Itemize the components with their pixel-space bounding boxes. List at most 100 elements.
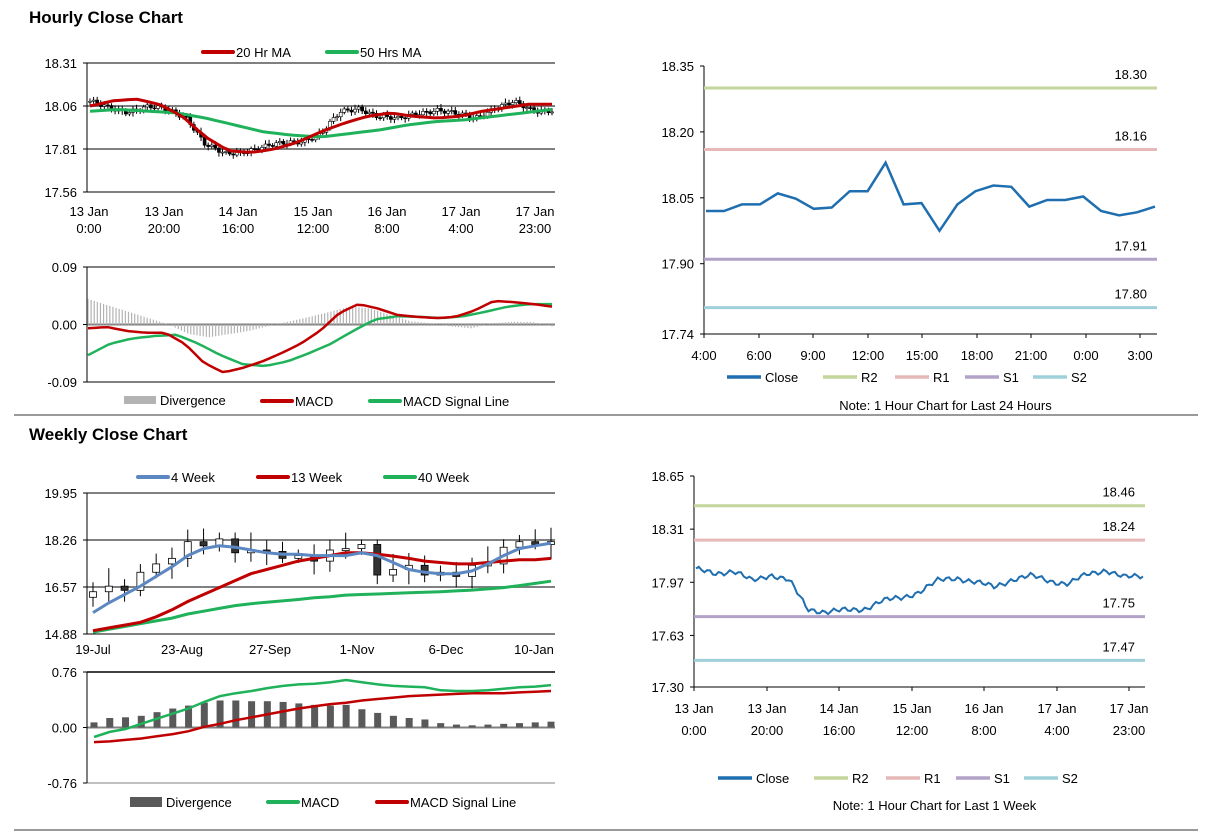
hourly_sr-xtick-label: 18:00	[961, 348, 994, 363]
weekly-divergence-bar	[531, 722, 539, 728]
hourly-candle-body	[446, 110, 450, 114]
weekly_sr-xtick-label: 16 Jan	[964, 701, 1003, 716]
hourly_sr-xtick-label: 0:00	[1073, 348, 1098, 363]
weekly-candle-body	[120, 585, 129, 591]
hourly-price-xtick-label: 16:00	[222, 221, 255, 236]
hourly-candle-body	[342, 108, 347, 113]
hourly-candle-body	[152, 107, 157, 110]
weekly_sr-xtick-label: 20:00	[751, 723, 784, 738]
hourly-macd-ytick-label: 0.00	[52, 318, 77, 333]
weekly-price-ytick-label: 16.57	[44, 580, 77, 595]
hourly-candle-body	[396, 116, 400, 119]
weekly_sr-xtick-label: 17 Jan	[1109, 701, 1148, 716]
weekly_sr-xtick-label: 16:00	[823, 723, 856, 738]
hourly-candle-body	[145, 104, 150, 108]
hourly-candle-body	[442, 110, 447, 114]
hourly-candle-body	[224, 151, 228, 153]
hourly-candle-body	[338, 112, 343, 117]
hourly-candle-body	[149, 104, 153, 109]
weekly-price-ytick-label: 19.95	[44, 486, 77, 501]
weekly-divergence-bar	[358, 709, 366, 728]
weekly_sr-legend-label: S1	[994, 771, 1010, 786]
hourly-candle-body	[389, 116, 393, 120]
weekly-divergence-bar	[468, 725, 476, 728]
hourly_sr-legend-label: Close	[765, 370, 798, 385]
hourly_sr-ytick-label: 17.74	[661, 327, 694, 342]
hourly-candle-body	[252, 148, 257, 150]
weekly_sr-xtick-label: 23:00	[1113, 723, 1146, 738]
hourly-candle-body	[525, 107, 529, 109]
hourly-candle-body	[206, 144, 210, 147]
weekly-divergence-bar	[389, 715, 397, 728]
weekly-divergence-bar	[295, 703, 303, 728]
weekly-divergence-bar	[484, 724, 492, 728]
hourly_sr-close-line	[706, 160, 1156, 234]
weekly_sr-legend-label: Close	[756, 771, 789, 786]
weekly-divergence-bar	[342, 704, 350, 728]
hourly-candle-body	[453, 110, 458, 115]
weekly_sr-xtick-label: 4:00	[1044, 723, 1069, 738]
hourly-candle-body	[424, 111, 429, 113]
weekly-divergence-bar	[106, 718, 114, 728]
hourly-candle-body	[91, 99, 96, 102]
weekly-macd-ytick-label: 0.00	[52, 721, 77, 736]
weekly-macd-signal-line	[93, 689, 552, 744]
weekly-candle-body	[168, 557, 176, 565]
weekly_sr-ytick-label: 18.31	[651, 522, 684, 537]
hourly_sr-ytick-label: 17.90	[661, 257, 694, 272]
hourly-price-xtick-label: 4:00	[448, 221, 473, 236]
weekly_sr-xtick-label: 15 Jan	[892, 701, 931, 716]
hourly-price-xtick-label: 13 Jan	[144, 204, 183, 219]
hourly-price-xtick-label: 16 Jan	[367, 204, 406, 219]
weekly-candle-body	[104, 585, 113, 593]
weekly_sr-xtick-label: 14 Jan	[819, 701, 858, 716]
hourly-candle-body	[428, 111, 433, 115]
hourly_sr-note: Note: 1 Hour Chart for Last 24 Hours	[839, 398, 1052, 413]
weekly-ma13-legend-label: 13 Week	[291, 470, 343, 485]
weekly-divergence-bar	[216, 700, 224, 728]
weekly-ma4-legend-label: 4 Week	[171, 470, 215, 485]
hourly-candle-body	[213, 144, 218, 149]
hourly-macd-red-legend-label: MACD	[295, 394, 333, 409]
hourly-candle-body	[403, 117, 407, 120]
weekly-ma40-line	[92, 579, 552, 634]
weekly-macd-line	[93, 678, 552, 739]
hourly-candle-body	[349, 109, 354, 113]
weekly-macd-chart: 0.76 0.00 -0.76 Divergence MACD MACD Signal L…	[47, 665, 555, 810]
hourly-candle-body	[517, 100, 522, 104]
weekly-candle-body	[515, 541, 524, 548]
hourly-price-xtick-label: 23:00	[519, 221, 552, 236]
hourly-macd-legend-label: Divergence	[160, 393, 226, 408]
weekly-macd-green-legend-label: MACD	[301, 795, 339, 810]
weekly-divergence-bar	[547, 721, 555, 728]
hourly-candle-body	[392, 117, 397, 120]
weekly_sr-legend-label: S2	[1062, 771, 1078, 786]
hourly-candle-body	[371, 111, 375, 114]
weekly-divergence-bar	[311, 704, 319, 728]
weekly-candle-body	[183, 541, 192, 559]
hourly-candle-body	[127, 112, 132, 115]
hourly-candle-body	[88, 100, 92, 103]
hourly-price-ytick-label: 18.06	[44, 99, 77, 114]
hourly-candle-body	[514, 100, 518, 103]
weekly-macd-ytick-label: 0.76	[52, 665, 77, 680]
bottom-divider	[14, 829, 1198, 831]
weekly-candle-body	[389, 569, 397, 576]
hourly-candle-body	[360, 106, 364, 112]
hourly-candle-body	[363, 110, 368, 114]
weekly-macd-ytick-label: -0.76	[47, 776, 77, 791]
weekly_sr-xtick-label: 13 Jan	[674, 701, 713, 716]
weekly_sr-xtick-label: 8:00	[971, 723, 996, 738]
section-divider	[14, 414, 1198, 416]
weekly-divergence-bar	[452, 724, 460, 728]
weekly_sr-level-label: 17.47	[1102, 639, 1135, 654]
weekly-section-title: Weekly Close Chart	[29, 425, 188, 444]
weekly-price-ytick-label: 14.88	[44, 627, 77, 642]
hourly-candle-body	[270, 145, 275, 147]
hourly-candle-body	[278, 141, 282, 144]
weekly-candle-body	[341, 548, 350, 552]
weekly_sr-level-label: 18.46	[1102, 485, 1135, 500]
hourly_sr-legend-label: S2	[1071, 370, 1087, 385]
hourly_sr-ytick-label: 18.20	[661, 125, 694, 140]
hourly-candle-body	[299, 141, 304, 145]
